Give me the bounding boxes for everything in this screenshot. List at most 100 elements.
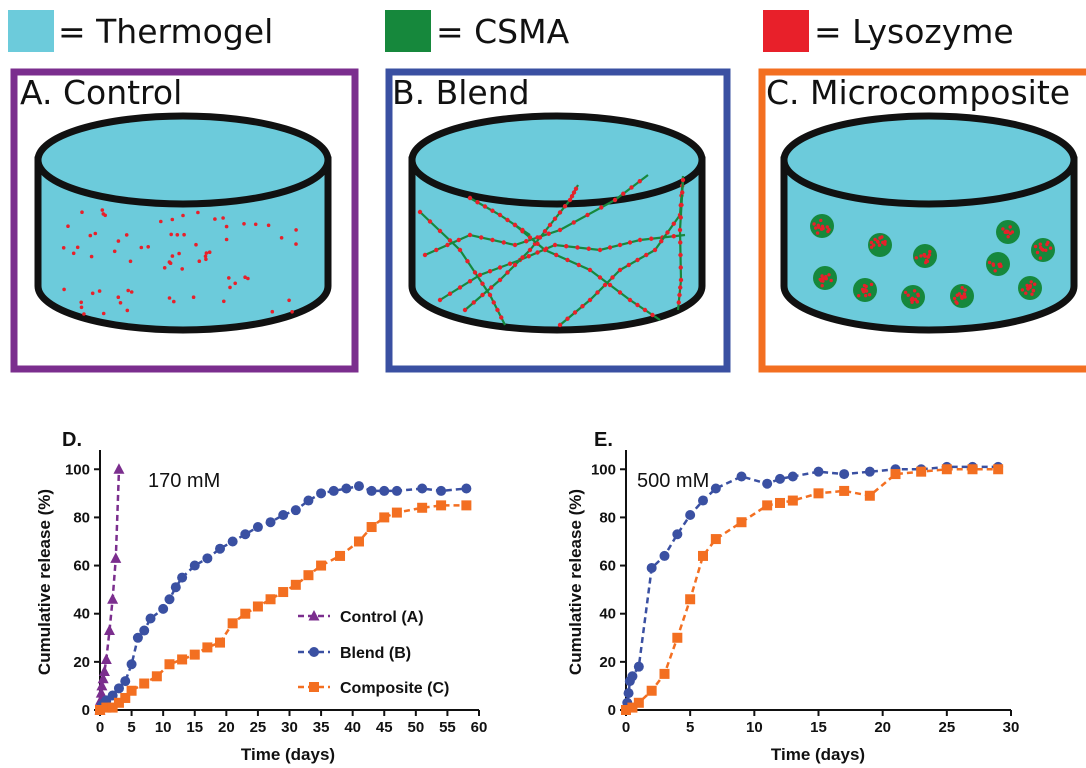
lysozyme-bead — [571, 190, 577, 195]
csma-network — [417, 174, 686, 328]
lysozyme-dot — [912, 289, 917, 293]
lysozyme-bead — [472, 270, 478, 275]
lysozyme-dot — [1038, 256, 1043, 260]
y-tick-label: 100 — [65, 461, 90, 478]
lysozyme-particle — [125, 308, 130, 313]
lysozyme-particles — [61, 208, 298, 316]
lysozyme-dot — [987, 260, 992, 265]
y-tick-label: 40 — [599, 606, 616, 623]
lysozyme-particle — [243, 275, 247, 280]
lysozyme-bead — [597, 247, 603, 253]
lysozyme-particle — [139, 245, 144, 250]
lysozyme-dot — [812, 222, 816, 226]
lysozyme-particle — [80, 210, 84, 214]
cylinder-top — [34, 112, 332, 208]
legend-label-thermogel: = Thermogel — [58, 12, 273, 51]
lysozyme-particle — [167, 260, 172, 264]
lysozyme-dot — [923, 254, 927, 258]
lysozyme-dot — [824, 275, 828, 280]
data-point-blend — [698, 495, 708, 506]
lysozyme-bead — [599, 205, 604, 210]
lysozyme-particle — [170, 254, 175, 258]
lysozyme-dot — [963, 295, 967, 299]
data-point-composite — [685, 594, 696, 605]
lysozyme-dot — [1029, 280, 1033, 284]
lysozyme-dot — [1048, 246, 1053, 250]
lysozyme-particle — [270, 309, 275, 314]
lysozyme-bead — [617, 290, 623, 295]
x-tick-label: 50 — [407, 719, 424, 736]
legend-entry-composite: Composite (C) — [298, 680, 449, 697]
data-point-control — [96, 679, 108, 691]
data-point-composite — [215, 637, 226, 648]
lysozyme-dot — [1040, 247, 1044, 251]
legend-label-composite: Composite (C) — [340, 680, 449, 697]
lysozyme-dot — [864, 289, 869, 293]
x-axis-label: Time (days) — [241, 745, 335, 764]
data-point-blend — [787, 471, 798, 482]
panel-title-microcomposite: C. Microcomposite — [766, 73, 1070, 112]
lysozyme-bead — [495, 307, 500, 313]
lysozyme-particle — [61, 246, 66, 250]
lysozyme-bead — [595, 290, 600, 295]
chart-release-500mm: E. 500 mM Cumulative release (%) Time (d… — [566, 429, 1019, 764]
data-point-composite — [113, 697, 124, 708]
data-point-blend — [623, 688, 634, 699]
data-point-blend — [189, 560, 200, 571]
lysozyme-dot — [1028, 285, 1032, 290]
lysozyme-bead — [567, 197, 573, 203]
lysozyme-particle — [170, 217, 175, 222]
data-point-composite — [646, 685, 657, 696]
lysozyme-bead — [535, 250, 540, 255]
y-tick-label: 100 — [591, 461, 616, 478]
lysozyme-bead — [490, 237, 495, 243]
lysozyme-bead — [482, 204, 488, 209]
lysozyme-bead — [475, 200, 480, 205]
x-tick-label: 30 — [281, 719, 298, 736]
data-point-control — [107, 593, 119, 604]
panel-title-control: A. Control — [20, 73, 182, 112]
lysozyme-particle — [279, 236, 284, 240]
data-point-blend — [316, 488, 327, 499]
lysozyme-bead — [649, 236, 654, 241]
data-point-composite — [864, 490, 875, 501]
lysozyme-dot — [1005, 229, 1009, 234]
data-point-blend — [710, 483, 721, 494]
data-point-blend — [839, 469, 850, 480]
lysozyme-bead — [635, 257, 640, 263]
lysozyme-bead — [467, 195, 473, 201]
lysozyme-particle — [97, 289, 102, 293]
lysozyme-bead — [480, 292, 485, 298]
data-point-composite — [736, 517, 747, 528]
x-tick-label: 45 — [376, 719, 393, 736]
lysozyme-dot — [928, 249, 932, 254]
lysozyme-bead — [479, 235, 484, 240]
lysozyme-bead — [678, 240, 683, 245]
data-point-blend — [391, 485, 402, 496]
panel-title-blend: B. Blend — [392, 73, 530, 112]
lysozyme-bead — [552, 242, 558, 248]
lysozyme-bead — [679, 202, 684, 208]
lysozyme-dot — [829, 278, 833, 283]
lysozyme-bead — [457, 285, 463, 290]
chart-annotation-170mm: 170 mM — [148, 470, 220, 492]
lysozyme-bead — [554, 252, 559, 258]
lysozyme-bead — [576, 262, 581, 268]
legend-marker-symbol — [308, 610, 320, 621]
lysozyme-bead — [565, 257, 570, 263]
lysozyme-bead — [597, 275, 603, 280]
lysozyme-bead — [612, 197, 618, 203]
data-point-blend — [461, 483, 472, 494]
lysozyme-bead — [505, 217, 510, 223]
lysozyme-bead — [671, 234, 676, 239]
data-point-blend — [139, 625, 150, 636]
y-tick-label: 0 — [82, 702, 90, 719]
legend-label-csma: = CSMA — [436, 12, 570, 51]
lysozyme-particle — [146, 245, 150, 249]
lysozyme-bead — [480, 281, 485, 286]
lysozyme-bead — [499, 315, 504, 320]
x-tick-label: 10 — [746, 719, 763, 736]
data-point-composite — [967, 464, 978, 475]
data-point-blend — [177, 572, 188, 583]
y-axis-label: Cumulative release (%) — [35, 489, 54, 675]
